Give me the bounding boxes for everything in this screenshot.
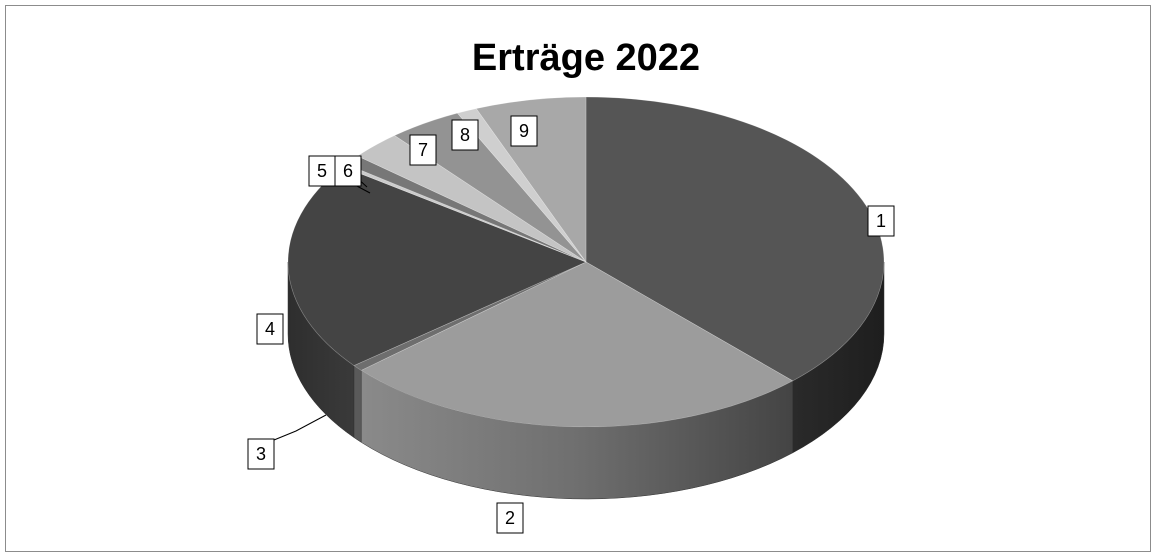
data-label-7: 7: [418, 140, 428, 160]
chart-title: Erträge 2022: [472, 37, 700, 79]
data-label-box-9: [510, 115, 538, 147]
pie-chart: Erträge 2022 1 2 3 4 5 6 7 8 9: [247, 37, 895, 534]
data-label-4: 4: [265, 319, 275, 339]
pie-slices: [287, 96, 885, 428]
data-label-8: 8: [460, 125, 470, 145]
data-label-1: 1: [876, 211, 886, 231]
pie-slice-1: [585, 96, 885, 382]
pie-slice-4: [287, 166, 587, 366]
data-label-box-2: [496, 502, 524, 534]
data-label-box-5: [308, 155, 336, 187]
data-label-9: 9: [519, 121, 529, 141]
pie-slice-8: [393, 112, 587, 263]
pie-slice-9: [456, 108, 587, 263]
data-label-6: 6: [343, 161, 353, 181]
pie-slice-3: [353, 261, 587, 371]
data-label-3: 3: [256, 444, 266, 464]
data-label-box-6: [334, 155, 362, 187]
data-label-box-4: [256, 313, 284, 345]
pie-slice-2: [360, 261, 794, 428]
data-label-box-1: [867, 205, 895, 237]
data-label-box-7: [409, 134, 437, 166]
leader-line-3: [273, 414, 327, 441]
data-labels: 1 2 3 4 5 6 7 8 9: [247, 115, 895, 534]
data-label-5: 5: [317, 161, 327, 181]
data-label-box-3: [247, 438, 275, 470]
pie-slice-unlabeled: [475, 96, 587, 263]
data-label-2: 2: [505, 508, 515, 528]
pie-side-3: [353, 365, 362, 443]
data-label-box-8: [451, 119, 479, 151]
